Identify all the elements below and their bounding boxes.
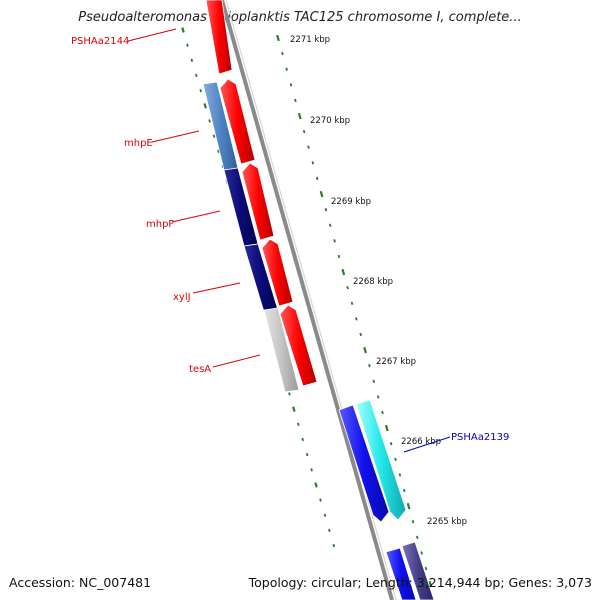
cds-arrow[interactable]: [219, 78, 256, 165]
ruler-label: 2269 kbp: [331, 197, 371, 207]
minor-tick: [307, 145, 310, 149]
gene-label-tesA[interactable]: tesA: [189, 364, 211, 375]
accession-text: Accession: NC_007481: [9, 575, 152, 590]
gene-block-PSHAa2139[interactable]: [355, 399, 407, 521]
major-tick: [384, 424, 389, 432]
gene-labels: PSHAa2144 mhpE mhpF xylJ tesA PSHAa2139: [71, 28, 509, 453]
cds-arrow[interactable]: [205, 0, 233, 75]
map-title: Pseudoalteromonas haloplanktis TAC125 ch…: [78, 10, 522, 25]
cds-arrow[interactable]: [279, 304, 318, 387]
ruler-label: 2265 kbp: [427, 517, 467, 527]
major-tick: [297, 112, 302, 120]
minor-tick: [288, 392, 291, 396]
minor-tick: [337, 254, 341, 259]
gene-label-mhpE[interactable]: mhpE: [124, 138, 153, 149]
minor-tick: [411, 520, 415, 524]
cds-arrow[interactable]: [261, 238, 294, 307]
minor-tick: [328, 528, 331, 533]
major-tick: [314, 482, 318, 488]
major-tick: [363, 346, 367, 354]
minor-tick: [301, 437, 305, 442]
minor-tick: [285, 67, 288, 71]
gene-label-mhpF[interactable]: mhpF: [146, 219, 174, 230]
ruler-labels: 2271 kbp 2270 kbp 2269 kbp 2268 kbp 2267…: [290, 35, 467, 527]
minor-tick: [402, 488, 406, 493]
minor-tick: [346, 285, 349, 290]
major-tick: [276, 34, 280, 42]
minor-tick: [294, 98, 297, 103]
major-tick: [341, 268, 346, 276]
minor-tick: [310, 468, 313, 472]
minor-tick: [376, 395, 380, 399]
ruler-label: 2266 kbp: [401, 437, 441, 447]
ruler-ticks: [276, 34, 433, 588]
minor-tick: [324, 207, 328, 212]
minor-tick: [368, 363, 371, 368]
major-tick: [319, 190, 324, 198]
major-tick: [292, 406, 296, 412]
minor-tick: [195, 73, 198, 78]
ruler-label: 2270 kbp: [310, 116, 350, 126]
minor-tick: [420, 551, 423, 555]
gene-block-blue[interactable]: [338, 404, 390, 523]
major-tick: [406, 502, 411, 510]
ruler-label: 2271 kbp: [290, 35, 330, 45]
minor-tick: [323, 513, 327, 517]
minor-tick: [416, 535, 419, 540]
minor-tick: [212, 134, 216, 138]
minor-tick: [217, 149, 220, 154]
minor-tick: [398, 473, 402, 477]
major-tick: [203, 103, 207, 109]
ruler-label: 2267 kbp: [376, 357, 416, 367]
cds-track: [205, 0, 318, 387]
major-tick: [428, 580, 433, 588]
minor-tick: [281, 51, 284, 56]
gene-block-slate[interactable]: [401, 541, 435, 600]
major-tick: [181, 27, 185, 33]
minor-tick: [319, 498, 322, 502]
minor-tick: [186, 43, 189, 47]
backbone-line: [220, 0, 394, 600]
minor-tick: [289, 83, 293, 87]
minor-tick: [359, 332, 362, 337]
minor-tick: [424, 566, 428, 571]
minor-tick: [305, 452, 309, 457]
minor-tick: [394, 457, 397, 461]
backbone-line-highlight: [225, 0, 397, 600]
ruler-label: 2268 kbp: [353, 277, 393, 287]
minor-tick: [297, 422, 300, 426]
minor-tick: [372, 379, 376, 383]
minor-tick: [315, 176, 319, 181]
minor-tick: [333, 239, 336, 243]
minor-tick: [208, 119, 211, 123]
minor-tick: [311, 161, 315, 165]
minor-tick: [350, 301, 354, 305]
minor-tick: [302, 129, 306, 134]
minor-tick: [355, 317, 358, 321]
minor-tick: [332, 543, 336, 548]
gene-block-tesA[interactable]: [263, 307, 300, 393]
minor-tick: [328, 223, 332, 227]
cds-arrow[interactable]: [241, 162, 275, 241]
genome-summary: Topology: circular; Length: 3,214,944 bp…: [248, 575, 592, 590]
cog-track: [202, 81, 435, 600]
minor-tick: [389, 442, 393, 446]
minor-tick: [199, 88, 203, 93]
gene-label-xylJ[interactable]: xylJ: [173, 292, 191, 303]
gene-block-blue-lower[interactable]: [385, 547, 417, 600]
gene-label-PSHAa2144[interactable]: PSHAa2144: [71, 36, 129, 47]
minor-tick: [381, 410, 384, 415]
minor-tick: [190, 58, 194, 63]
gene-label-PSHAa2139[interactable]: PSHAa2139: [451, 432, 509, 443]
